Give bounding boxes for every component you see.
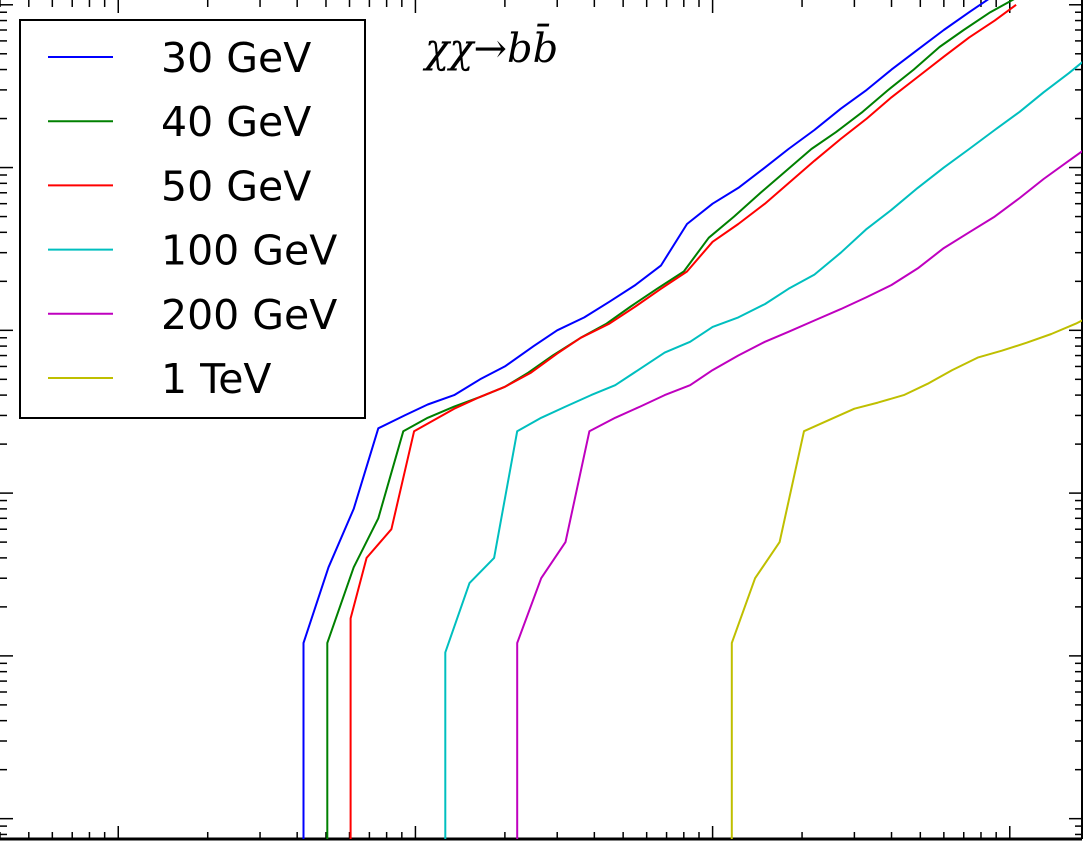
legend-label-4: 200 GeV bbox=[161, 291, 337, 339]
series-line-3 bbox=[444, 61, 1082, 839]
series-line-2 bbox=[349, 3, 1017, 839]
series-lines bbox=[302, 0, 1082, 839]
annotation-arrow: → bbox=[473, 26, 507, 72]
legend-label-2: 50 GeV bbox=[161, 162, 311, 210]
svg-text:χχ→bb̄: χχ→bb̄ bbox=[422, 23, 558, 72]
legend-label-1: 40 GeV bbox=[161, 98, 311, 146]
annotation-b: b bbox=[507, 26, 533, 72]
legend-label-0: 30 GeV bbox=[161, 34, 311, 82]
annotation-chi: χχ bbox=[422, 26, 476, 72]
legend-label-3: 100 GeV bbox=[161, 227, 337, 275]
series-line-4 bbox=[516, 150, 1082, 839]
annotation: χχ→bb̄ bbox=[422, 23, 558, 72]
legend-frame bbox=[19, 19, 366, 419]
legend: 30 GeV 40 GeV 50 GeV 100 GeV 200 GeV 1 TeV bbox=[19, 19, 366, 419]
annotation-bbar: b̄ bbox=[533, 23, 559, 72]
series-line-5 bbox=[730, 319, 1082, 839]
series-line-1 bbox=[326, 0, 1015, 839]
series-line-0 bbox=[302, 0, 989, 839]
legend-label-5: 1 TeV bbox=[161, 355, 271, 403]
